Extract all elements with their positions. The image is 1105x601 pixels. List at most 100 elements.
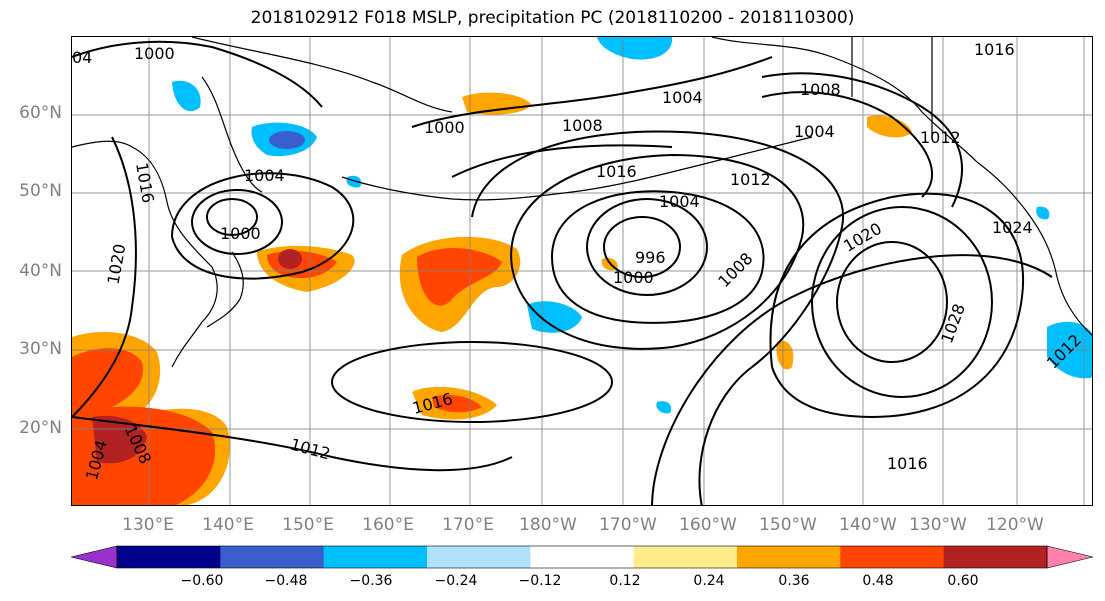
map-title: 2018102912 F018 MSLP, precipitation PC (… — [250, 8, 855, 28]
isobar-1016-center — [451, 144, 673, 178]
precip-neg-kamchatka — [172, 80, 201, 112]
isobar-1016-south — [651, 254, 1053, 505]
precip-pos-gulf — [867, 115, 912, 138]
isobar-label: 1000 — [134, 44, 175, 63]
isobar-west-1016 — [72, 136, 137, 418]
lon-label-170w: 170°W — [599, 515, 657, 535]
map-panel: 1000 04 1000 1004 1000 1016 1020 1008 10… — [71, 36, 1093, 506]
colorbar-tick-label: 0.36 — [778, 573, 810, 589]
isobar-label: 996 — [635, 248, 666, 267]
map-canvas: 1000 04 1000 1004 1000 1016 1020 1008 10… — [72, 37, 1092, 505]
colorbar-extend-min — [70, 545, 118, 569]
isobar-label: 1000 — [613, 268, 654, 287]
isobar-label: 1000 — [424, 118, 465, 137]
colorbar-tick-label: −0.24 — [434, 573, 478, 589]
isobar-1008 — [510, 153, 805, 350]
isobar-label: 1008 — [562, 116, 603, 135]
isobar-label: 04 — [72, 48, 92, 67]
coast-siberia — [191, 37, 453, 113]
coast-aleutians — [341, 136, 813, 201]
precip-neg-small1 — [346, 175, 362, 188]
isobar-japan-low — [206, 198, 258, 236]
precip-neg-arctic — [597, 37, 673, 60]
colorbar-tick-label: 0.60 — [947, 573, 979, 589]
isobar-label: 1004 — [244, 166, 285, 185]
isobar-label: 1004 — [794, 122, 835, 141]
isobar-label: 1012 — [730, 170, 771, 189]
lon-label-130e: 130°E — [122, 515, 174, 535]
isobar-label: 1000 — [220, 224, 261, 243]
colorbar-segment — [530, 546, 635, 568]
colorbar-segment — [117, 546, 221, 568]
lon-label-160w: 160°W — [679, 515, 737, 535]
lon-label-150w: 150°W — [759, 515, 817, 535]
precip-pos-mexico — [776, 340, 794, 370]
colorbar-tick-label: −0.36 — [349, 573, 393, 589]
precip-pos-bering — [462, 92, 532, 115]
coastlines — [72, 37, 1092, 368]
precip-positive — [72, 92, 912, 505]
lon-label-180w: 180°W — [519, 515, 577, 535]
lat-label-60n: 60°N — [19, 103, 62, 123]
lat-label-50n: 50°N — [19, 181, 62, 201]
lon-label-130w: 130°W — [909, 515, 967, 535]
colorbar-frame — [116, 545, 1048, 569]
isobar-low-996 — [603, 216, 681, 278]
isobars — [72, 40, 1053, 505]
isobar-1012 — [471, 130, 845, 505]
isobar-label: 1008 — [714, 249, 756, 291]
isobar-high-1028 — [836, 241, 948, 363]
colorbar-tick-label: 0.48 — [862, 573, 894, 589]
isobar-alaska-1008 — [761, 72, 963, 208]
isobar-japan-1004 — [171, 172, 355, 280]
isobar-low-1004 — [550, 190, 765, 324]
isobar-1012-south — [72, 416, 513, 472]
colorbar-tick-label: −0.12 — [518, 573, 562, 589]
coast-alaska — [711, 37, 978, 163]
colorbar-tick-label: −0.48 — [264, 573, 308, 589]
isobar-label: 1020 — [104, 242, 130, 285]
lon-label-160e: 160°E — [362, 515, 414, 535]
colorbar-segment — [633, 546, 738, 568]
colorbar-segment — [427, 546, 531, 568]
isobar-high-1024 — [811, 206, 993, 398]
lon-label-150e: 150°E — [282, 515, 334, 535]
isobar-nw-1000 — [72, 40, 323, 108]
isobar-label: 1016 — [974, 40, 1015, 59]
colorbar-tick-label: 0.12 — [609, 573, 641, 589]
precip-neg-small2 — [656, 401, 672, 414]
precip-neg-pacific — [527, 301, 582, 333]
isobar-high-1020 — [769, 192, 1025, 419]
isobar-north-1004 — [411, 56, 773, 128]
colorbar-tick-label: −0.60 — [180, 573, 224, 589]
coast-canada — [851, 37, 933, 137]
isobar-japan-1000 — [191, 189, 283, 255]
coast-japan — [206, 251, 244, 328]
isobar-alaska-1004 — [761, 91, 933, 198]
lat-label-40n: 40°N — [19, 261, 62, 281]
lon-label-140e: 140°E — [202, 515, 254, 535]
coast-kamchatka — [201, 76, 263, 193]
isobar-label: 1016 — [596, 162, 637, 181]
coast-bc — [976, 161, 1092, 336]
colorbar-segment — [737, 546, 841, 568]
isobar-label: 1024 — [992, 218, 1033, 237]
lat-label-30n: 30°N — [19, 339, 62, 359]
isobar-label: 1028 — [937, 301, 969, 346]
lon-label-170e: 170°E — [442, 515, 494, 535]
isobar-label: 1004 — [662, 88, 703, 107]
lon-label-120w: 120°W — [986, 515, 1044, 535]
isobar-low-1000 — [586, 198, 708, 296]
colorbar-segment — [323, 546, 428, 568]
colorbar-segment — [840, 546, 945, 568]
coast-asia — [72, 140, 218, 368]
colorbar-segment — [220, 546, 325, 568]
isobar-label: 1004 — [659, 192, 700, 211]
isobar-label: 1016 — [887, 454, 928, 473]
colorbar-extend-max — [1046, 545, 1094, 569]
isobar-label: 1012 — [920, 128, 961, 147]
lon-label-140w: 140°W — [839, 515, 897, 535]
precip-neg-pnw — [1036, 206, 1050, 220]
lat-label-20n: 20°N — [19, 418, 62, 438]
colorbar — [70, 545, 1094, 569]
